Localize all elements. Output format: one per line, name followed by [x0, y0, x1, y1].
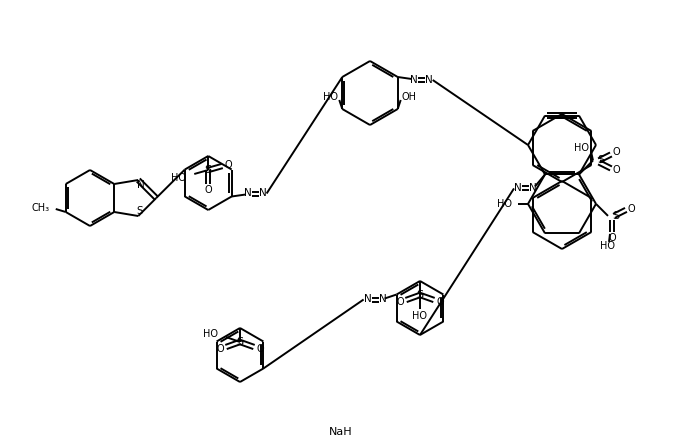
Text: HO: HO — [574, 143, 589, 153]
Text: S: S — [612, 211, 619, 221]
Text: O: O — [224, 160, 232, 170]
Text: OH: OH — [402, 92, 417, 102]
Text: O: O — [256, 344, 264, 354]
Text: NaH: NaH — [329, 427, 353, 437]
Text: N: N — [379, 295, 387, 304]
Text: HO: HO — [413, 311, 428, 321]
Text: HO: HO — [171, 173, 186, 183]
Text: S: S — [597, 156, 604, 165]
Text: HO: HO — [600, 241, 615, 251]
Text: S: S — [417, 290, 424, 300]
Text: S: S — [237, 337, 243, 347]
Text: S: S — [136, 206, 143, 216]
Text: N: N — [514, 183, 522, 194]
Text: S: S — [205, 165, 212, 175]
Text: N: N — [258, 189, 267, 198]
Text: N: N — [529, 183, 537, 194]
Text: O: O — [627, 204, 635, 214]
Text: N: N — [425, 75, 432, 85]
Text: HO: HO — [203, 329, 218, 339]
Text: O: O — [216, 344, 224, 354]
Text: O: O — [608, 233, 616, 243]
Text: HO: HO — [497, 199, 512, 209]
Text: N: N — [243, 189, 252, 198]
Text: O: O — [205, 185, 212, 195]
Text: O: O — [436, 297, 444, 307]
Text: N: N — [364, 295, 372, 304]
Text: N: N — [410, 75, 417, 85]
Text: N: N — [137, 180, 145, 190]
Text: O: O — [612, 148, 620, 157]
Text: O: O — [396, 297, 404, 307]
Text: HO: HO — [323, 92, 338, 102]
Text: CH₃: CH₃ — [31, 203, 50, 213]
Text: O: O — [612, 165, 620, 175]
